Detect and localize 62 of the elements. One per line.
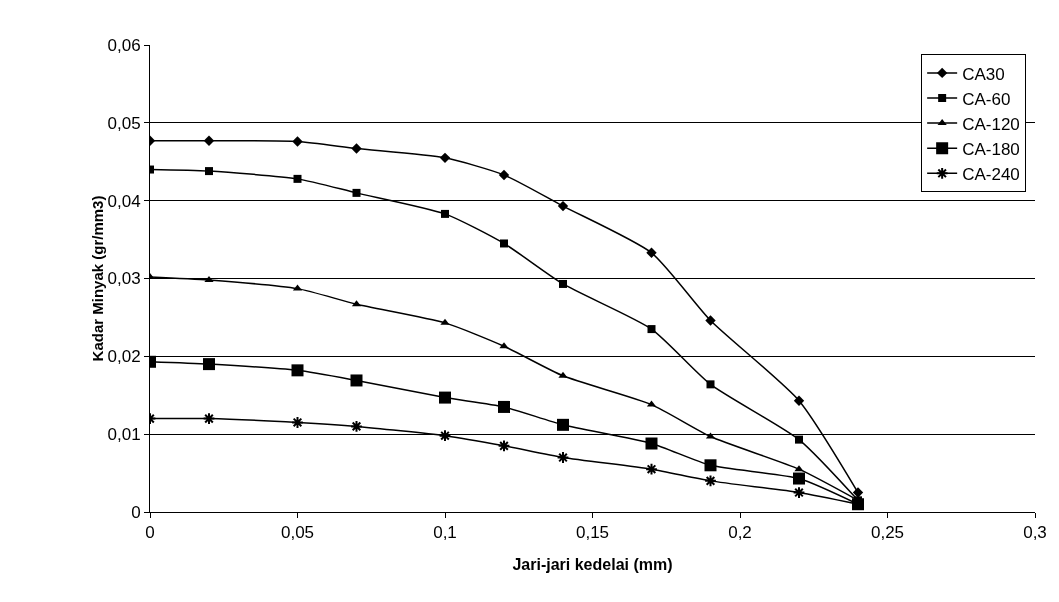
point <box>350 374 363 387</box>
y-tick-label: 0,03 <box>107 269 141 289</box>
point <box>202 412 216 425</box>
legend-label: CA-120 <box>962 114 1020 134</box>
point <box>498 169 510 181</box>
point <box>646 247 657 259</box>
point <box>795 435 803 444</box>
point <box>704 459 717 472</box>
point <box>350 419 363 433</box>
x-tick-label: 0,3 <box>1023 523 1047 543</box>
point <box>647 325 656 334</box>
point <box>499 342 509 349</box>
y-tick-label: 0,01 <box>107 425 141 445</box>
point <box>441 209 449 218</box>
point <box>500 239 508 248</box>
point <box>497 439 511 453</box>
point <box>203 135 215 146</box>
x-tick-label: 0 <box>145 523 155 543</box>
x-tick-label: 0,1 <box>433 523 457 543</box>
point <box>291 364 304 377</box>
point <box>645 437 658 450</box>
x-axis-title: Jari-jari kedelai (mm) <box>512 556 673 573</box>
legend-label: CA-60 <box>962 89 1011 109</box>
y-tick-label: 0,04 <box>107 191 141 211</box>
x-tick-label: 0,2 <box>728 523 752 543</box>
point <box>351 143 362 154</box>
legend-label: CA-240 <box>962 164 1020 184</box>
x-tick-label: 0,15 <box>575 523 610 543</box>
point <box>292 136 303 147</box>
y-tick-label: 0,02 <box>107 347 141 367</box>
point <box>204 276 214 283</box>
point <box>556 451 570 464</box>
legend-label: CA-180 <box>962 139 1020 159</box>
y-axis-title: Kadar Minyak (gr/mm3) <box>88 195 106 362</box>
point <box>793 472 805 485</box>
point <box>705 315 716 326</box>
point <box>205 167 213 176</box>
point <box>439 152 451 164</box>
point <box>291 416 304 429</box>
point <box>438 429 452 443</box>
point <box>498 400 510 413</box>
y-tick-label: 0,05 <box>107 113 141 133</box>
point <box>645 462 658 476</box>
x-tick-label: 0,05 <box>280 523 315 543</box>
point <box>704 474 717 488</box>
point <box>557 418 569 431</box>
point <box>352 188 361 197</box>
point <box>792 486 806 499</box>
point <box>794 465 804 472</box>
point <box>439 391 451 404</box>
x-tick-label: 0,25 <box>870 523 905 543</box>
y-tick-label: 0 <box>131 502 141 522</box>
point <box>440 318 450 325</box>
point <box>203 358 215 371</box>
point <box>706 380 715 389</box>
point <box>793 395 805 406</box>
point <box>293 174 302 183</box>
point <box>557 200 569 212</box>
legend-label: CA30 <box>962 64 1005 84</box>
point <box>559 279 567 288</box>
point <box>558 371 568 378</box>
y-tick-label: 0,06 <box>107 35 141 55</box>
